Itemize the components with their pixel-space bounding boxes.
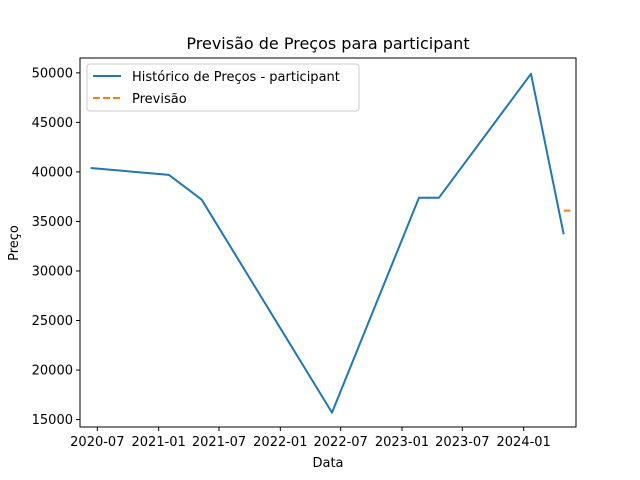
- x-tick-label: 2022-07: [314, 435, 368, 450]
- legend: Histórico de Preços - participant Previs…: [86, 63, 360, 112]
- y-tick-label: 15000: [32, 413, 73, 428]
- series-layer: [90, 72, 571, 414]
- x-tick-label: 2022-01: [253, 435, 307, 450]
- plot-frame: [79, 57, 577, 428]
- y-tick-label: 25000: [32, 314, 73, 329]
- x-tick-label: 2021-01: [132, 435, 186, 450]
- y-tick-label: 45000: [32, 116, 73, 131]
- x-axis: 2020-07 2021-01 2021-07 2022-01 2022-07 2023-…: [70, 427, 551, 450]
- x-tick-label: 2020-07: [70, 435, 124, 450]
- y-tick-label: 50000: [32, 66, 73, 81]
- legend-box: [86, 63, 360, 112]
- x-tick-label: 2024-01: [497, 435, 551, 450]
- y-tick-label: 40000: [32, 165, 73, 180]
- legend-label-previsao: Previsão: [132, 92, 187, 107]
- y-tick-label: 35000: [32, 215, 73, 230]
- plot-area: [80, 58, 576, 427]
- x-axis-label: Data: [312, 456, 343, 471]
- y-tick-label: 20000: [32, 364, 73, 379]
- y-axis-label: Preço: [7, 225, 22, 261]
- y-tick-label: 30000: [32, 264, 73, 279]
- x-tick-label: 2021-07: [192, 435, 246, 450]
- y-axis: 15000 20000 25000 30000 35000 40000 45000 50000: [32, 66, 80, 428]
- x-tick-label: 2023-07: [435, 435, 489, 450]
- chart-title: Previsão de Preços para participant: [186, 34, 469, 53]
- series-line-0: [90, 72, 565, 414]
- legend-label-historico: Histórico de Preços - participant: [132, 70, 340, 85]
- x-tick-label: 2023-01: [375, 435, 429, 450]
